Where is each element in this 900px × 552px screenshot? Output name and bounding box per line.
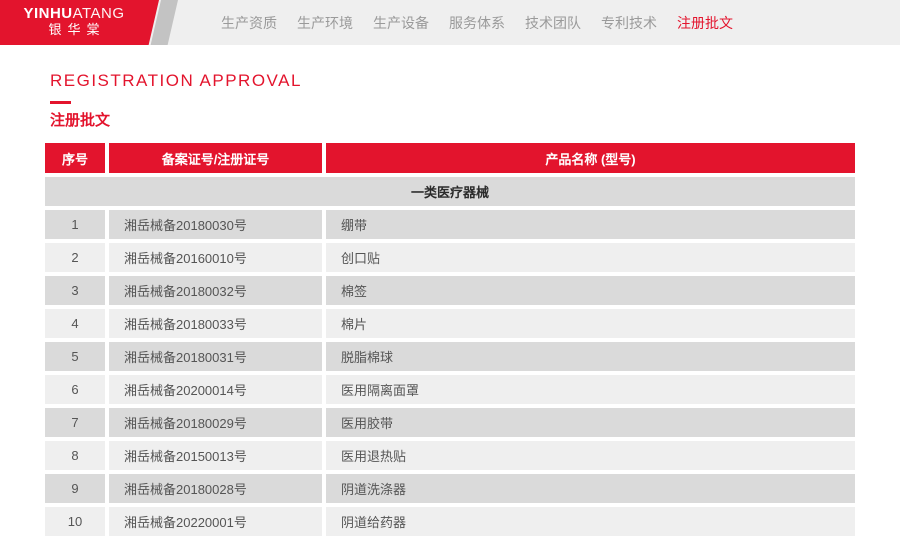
nav-item-production-qualification[interactable]: 生产资质 [221, 14, 277, 31]
row-index: 5 [45, 342, 105, 371]
logo-en-light: ATANG [72, 5, 125, 22]
nav-item-technical-team[interactable]: 技术团队 [525, 14, 581, 31]
row-index: 10 [45, 507, 105, 536]
page-title-cn: 注册批文 [50, 112, 111, 129]
nav-item-service-system[interactable]: 服务体系 [449, 14, 505, 31]
title-divider [50, 101, 71, 104]
product-name: 绷带 [326, 210, 855, 239]
cert-number: 湘岳械备20160010号 [109, 243, 322, 272]
product-name: 创口贴 [326, 243, 855, 272]
row-index: 8 [45, 441, 105, 470]
table-row: 9 湘岳械备20180028号 阴道洗涤器 [45, 474, 855, 503]
nav-item-patent-technology[interactable]: 专利技术 [601, 14, 657, 31]
table-section-row: 一类医疗器械 [45, 177, 855, 206]
table-row: 4 湘岳械备20180033号 棉片 [45, 309, 855, 338]
table-row: 6 湘岳械备20200014号 医用隔离面罩 [45, 375, 855, 404]
product-name: 棉签 [326, 276, 855, 305]
table-header-row: 序号 备案证号/注册证号 产品名称 (型号) [45, 143, 855, 173]
row-index: 9 [45, 474, 105, 503]
row-index: 6 [45, 375, 105, 404]
cert-number: 湘岳械备20180029号 [109, 408, 322, 437]
logo-en-bold: YINHU [23, 5, 73, 22]
product-name: 医用退热贴 [326, 441, 855, 470]
table-row: 1 湘岳械备20180030号 绷带 [45, 210, 855, 239]
cert-number: 湘岳械备20180030号 [109, 210, 322, 239]
nav-item-production-equipment[interactable]: 生产设备 [373, 14, 429, 31]
cert-number: 湘岳械备20180028号 [109, 474, 322, 503]
row-index: 4 [45, 309, 105, 338]
logo-en: YINHUATANG [0, 6, 148, 22]
col-header-product: 产品名称 (型号) [326, 143, 855, 173]
cert-number: 湘岳械备20200014号 [109, 375, 322, 404]
product-name: 棉片 [326, 309, 855, 338]
product-name: 医用胶带 [326, 408, 855, 437]
table-row: 3 湘岳械备20180032号 棉签 [45, 276, 855, 305]
registration-table: 序号 备案证号/注册证号 产品名称 (型号) 一类医疗器械 1 湘岳械备2018… [45, 143, 855, 536]
row-index: 7 [45, 408, 105, 437]
page-title-block: REGISTRATION APPROVAL 注册批文 [50, 71, 900, 129]
cert-number: 湘岳械备20220001号 [109, 507, 322, 536]
nav-item-registration-approval[interactable]: 注册批文 [677, 14, 733, 31]
table-row: 8 湘岳械备20150013号 医用退热贴 [45, 441, 855, 470]
main-nav: 生产资质 生产环境 生产设备 服务体系 技术团队 专利技术 注册批文 [221, 0, 733, 45]
table-row: 10 湘岳械备20220001号 阴道给药器 [45, 507, 855, 536]
row-index: 3 [45, 276, 105, 305]
site-header: YINHUATANG 银华棠 生产资质 生产环境 生产设备 服务体系 技术团队 … [0, 0, 900, 45]
cert-number: 湘岳械备20150013号 [109, 441, 322, 470]
cert-number: 湘岳械备20180033号 [109, 309, 322, 338]
col-header-index: 序号 [45, 143, 105, 173]
logo[interactable]: YINHUATANG 银华棠 [0, 0, 148, 45]
table-row: 2 湘岳械备20160010号 创口贴 [45, 243, 855, 272]
row-index: 2 [45, 243, 105, 272]
product-name: 阴道洗涤器 [326, 474, 855, 503]
logo-cn: 银华棠 [48, 22, 106, 37]
row-index: 1 [45, 210, 105, 239]
col-header-cert: 备案证号/注册证号 [109, 143, 322, 173]
cert-number: 湘岳械备20180031号 [109, 342, 322, 371]
product-name: 医用隔离面罩 [326, 375, 855, 404]
table-row: 7 湘岳械备20180029号 医用胶带 [45, 408, 855, 437]
product-name: 脱脂棉球 [326, 342, 855, 371]
table-row: 5 湘岳械备20180031号 脱脂棉球 [45, 342, 855, 371]
page-title-en: REGISTRATION APPROVAL [50, 71, 302, 90]
cert-number: 湘岳械备20180032号 [109, 276, 322, 305]
product-name: 阴道给药器 [326, 507, 855, 536]
nav-item-production-environment[interactable]: 生产环境 [297, 14, 353, 31]
